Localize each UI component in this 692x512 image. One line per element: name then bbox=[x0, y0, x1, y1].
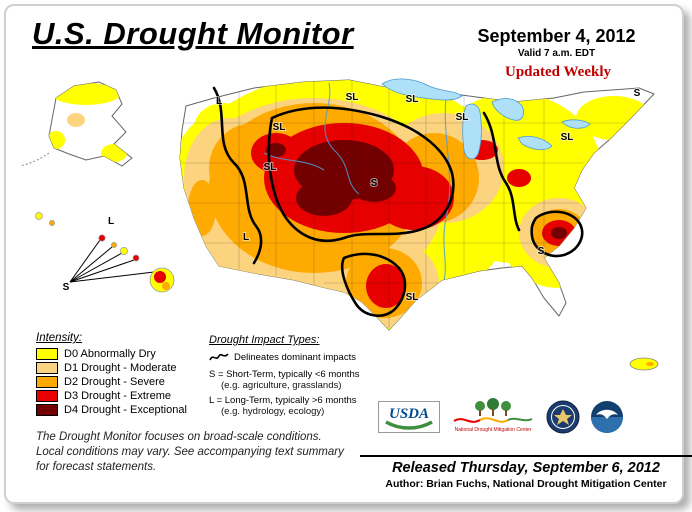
short-term-definition: S = Short-Term, typically <6 months bbox=[209, 369, 360, 380]
disclaimer-line-3: for forecast statements. bbox=[36, 461, 157, 474]
ndmc-logo-text: National Drought Mitigation Center bbox=[455, 427, 532, 433]
map-impact-label: SL bbox=[406, 94, 419, 105]
commerce-seal-icon bbox=[546, 400, 580, 434]
author-credit: Author: Brian Fuchs, National Drought Mi… bbox=[385, 478, 667, 490]
map-impact-label: S bbox=[538, 246, 545, 257]
legend-item-d1: D1 Drought - Moderate bbox=[36, 362, 187, 374]
map-impact-label: SL bbox=[561, 132, 574, 143]
hawaii-inset bbox=[35, 212, 175, 293]
legend-swatch-d3 bbox=[36, 390, 58, 402]
contour-line-icon bbox=[209, 353, 229, 361]
legend-item-d0: D0 Abnormally Dry bbox=[36, 348, 187, 360]
long-term-definition: L = Long-Term, typically >6 months bbox=[209, 395, 357, 406]
great-lakes bbox=[381, 78, 591, 160]
page-title: U.S. Drought Monitor bbox=[32, 16, 354, 51]
release-block: Released Thursday, September 6, 2012 Aut… bbox=[360, 455, 692, 490]
legend-item-d2: D2 Drought - Severe bbox=[36, 376, 187, 388]
updated-weekly-note: Updated Weekly bbox=[505, 64, 611, 80]
map-impact-label: SL bbox=[406, 292, 419, 303]
map-impact-label: L bbox=[216, 96, 222, 107]
impact-types-title: Drought Impact Types: bbox=[209, 334, 320, 346]
legend-label-d2: D2 Drought - Severe bbox=[64, 376, 165, 388]
long-term-examples: (e.g. hydrology, ecology) bbox=[221, 406, 325, 417]
disclaimer: The Drought Monitor focuses on broad-sca… bbox=[36, 430, 344, 476]
drought-monitor-page: U.S. Drought Monitor September 4, 2012 V… bbox=[4, 4, 692, 504]
map-impact-label: S bbox=[63, 282, 70, 293]
legend-label-d1: D1 Drought - Moderate bbox=[64, 362, 177, 374]
legend-swatch-d0 bbox=[36, 348, 58, 360]
legend-label-d0: D0 Abnormally Dry bbox=[64, 348, 156, 360]
disclaimer-line-1: The Drought Monitor focuses on broad-sca… bbox=[36, 431, 322, 443]
map-impact-label: SL bbox=[346, 92, 359, 103]
impact-delineates-row: Delineates dominant impacts bbox=[209, 351, 379, 363]
disclaimer-line-2: Local conditions may vary. See accompany… bbox=[36, 446, 344, 459]
map-impact-label: S bbox=[371, 178, 378, 189]
legend-label-d4: D4 Drought - Exceptional bbox=[64, 404, 187, 416]
map-impact-label: S bbox=[634, 88, 641, 99]
map-impact-label: SL bbox=[273, 122, 286, 133]
map-impact-label: L bbox=[108, 216, 114, 227]
usda-logo-text: USDA bbox=[389, 406, 429, 422]
map-date: September 4, 2012 bbox=[477, 26, 636, 46]
map-impact-label: SL bbox=[456, 112, 469, 123]
released-date: Released Thursday, September 6, 2012 bbox=[392, 460, 660, 476]
date-block: September 4, 2012 Valid 7 a.m. EDT bbox=[454, 26, 659, 59]
impact-types-panel: Drought Impact Types: Delineates dominan… bbox=[209, 334, 379, 417]
puerto-rico-inset bbox=[629, 357, 659, 371]
alaska-inset bbox=[19, 81, 133, 167]
impact-delineates-text: Delineates dominant impacts bbox=[234, 351, 356, 363]
valid-time: Valid 7 a.m. EDT bbox=[517, 48, 596, 59]
legend-label-d3: D3 Drought - Extreme bbox=[64, 390, 171, 402]
legend-swatch-d4 bbox=[36, 404, 58, 416]
map-impact-label: SL bbox=[264, 162, 277, 173]
legend-item-d4: D4 Drought - Exceptional bbox=[36, 404, 187, 416]
impact-contours bbox=[212, 86, 584, 317]
legend-swatch-d1 bbox=[36, 362, 58, 374]
logo-row: USDA National Drought Mitigation Center bbox=[378, 398, 624, 436]
usda-logo: USDA bbox=[378, 401, 440, 433]
drought-intensity-legend: Intensity: D0 Abnormally Dry D1 Drought … bbox=[36, 332, 187, 418]
noaa-logo-icon bbox=[591, 401, 623, 433]
ndmc-logo: National Drought Mitigation Center bbox=[453, 398, 533, 433]
legend-item-d3: D3 Drought - Extreme bbox=[36, 390, 187, 402]
legend-title: Intensity: bbox=[36, 332, 83, 344]
map-impact-label: L bbox=[243, 232, 249, 243]
legend-swatch-d2 bbox=[36, 376, 58, 388]
short-term-examples: (e.g. agriculture, grasslands) bbox=[221, 380, 342, 391]
